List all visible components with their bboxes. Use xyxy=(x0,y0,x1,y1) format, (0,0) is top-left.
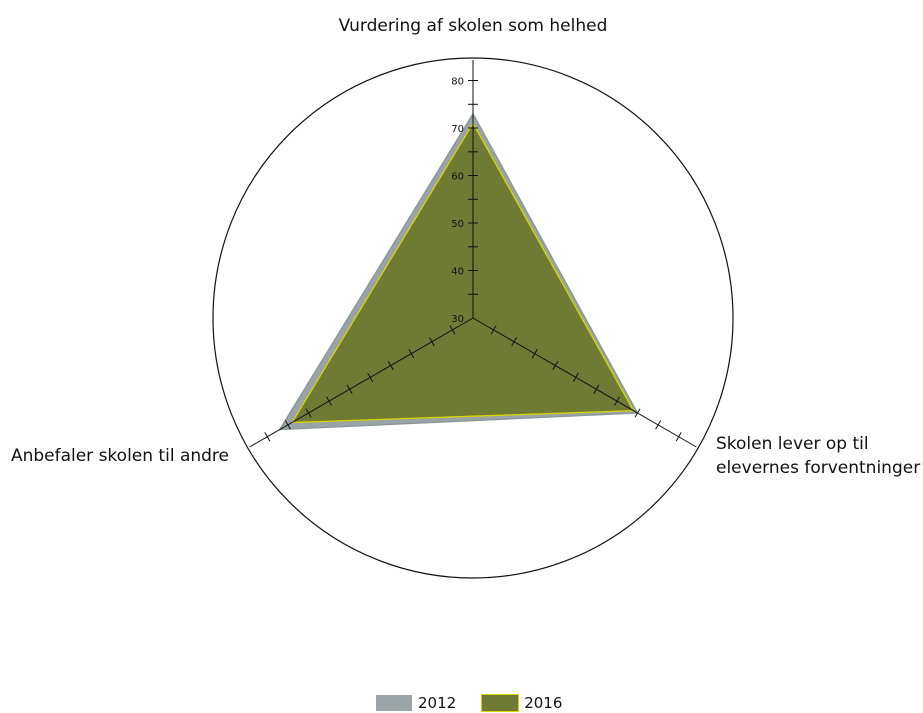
axis-tick xyxy=(552,360,559,371)
axis-tick xyxy=(614,396,620,406)
legend-label: 2016 xyxy=(524,694,563,712)
axis-label: elevernes forventninger xyxy=(716,458,920,478)
legend-item: 2012 xyxy=(376,694,456,712)
axis-line-3 xyxy=(249,317,474,448)
axis-tick xyxy=(326,396,332,406)
series-layer xyxy=(278,112,639,431)
series-area-2016 xyxy=(290,122,635,424)
legend: 2012 2016 xyxy=(376,694,588,712)
axis-tick xyxy=(387,360,394,371)
axis-label: Vurdering af skolen som helhed xyxy=(339,16,608,36)
axis-labels: Vurdering af skolen som helhed Skolen lev… xyxy=(11,16,920,478)
axis-tick xyxy=(428,337,435,347)
tick-label: 30 xyxy=(451,314,464,325)
legend-swatch xyxy=(376,695,412,711)
tick-label: 60 xyxy=(451,172,464,183)
axis-tick xyxy=(284,420,291,430)
legend-item: 2016 xyxy=(481,694,563,712)
axis-tick xyxy=(346,384,353,394)
tick-label: 70 xyxy=(451,124,464,135)
axis-tick xyxy=(634,408,641,418)
axes-layer: 30 40 50 60 70 80 xyxy=(249,60,697,448)
legend-label: 2012 xyxy=(418,694,457,712)
axis-tick xyxy=(490,325,497,335)
axis-label: Anbefaler skolen til andre xyxy=(11,446,229,466)
tick-label: 40 xyxy=(451,267,464,278)
axis-tick xyxy=(675,432,682,442)
axis-tick xyxy=(305,408,312,418)
axis-tick xyxy=(572,372,579,382)
tick-label: 80 xyxy=(451,77,464,88)
axis-tick xyxy=(264,432,271,442)
axis-tick xyxy=(449,325,456,335)
axis-tick xyxy=(367,372,374,382)
axis-label: Skolen lever op til xyxy=(716,434,869,454)
legend-swatch xyxy=(481,694,520,712)
axis-tick xyxy=(593,384,600,394)
axis-tick xyxy=(408,349,415,359)
axis-tick xyxy=(531,349,538,359)
axis-tick xyxy=(511,337,518,347)
tick-label: 50 xyxy=(451,219,464,230)
axis-line-2 xyxy=(472,317,697,448)
axis-tick xyxy=(655,420,662,430)
outer-circle xyxy=(212,57,734,579)
